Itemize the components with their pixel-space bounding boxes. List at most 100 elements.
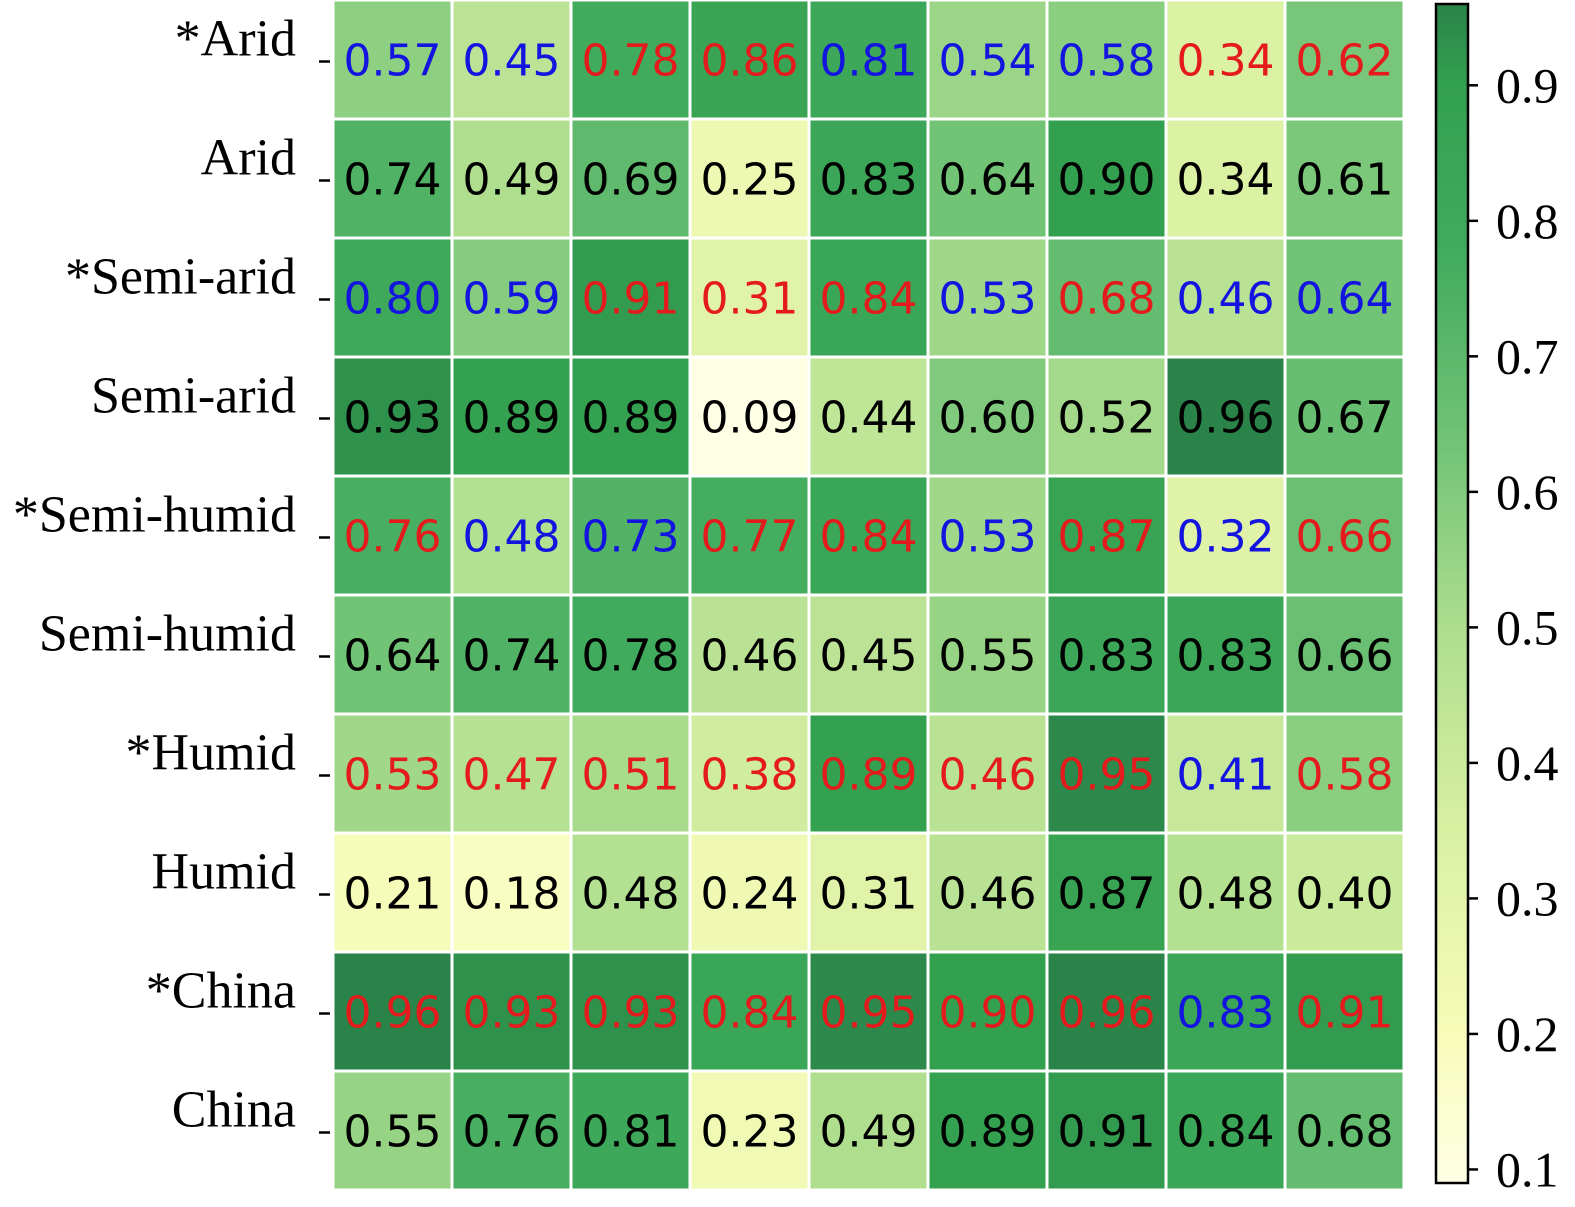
heatmap-cell (1283, 831, 1406, 954)
cell-value-label: 0.93 (463, 988, 561, 1039)
heatmap-cell (807, 474, 930, 597)
heatmap-cell (1283, 950, 1406, 1073)
heatmap-cell (926, 831, 1049, 954)
colorbar-tick-label: 0.6 (1496, 464, 1559, 520)
colorbar-tick-label: 0.7 (1496, 328, 1559, 384)
heatmap-cell (569, 236, 692, 359)
row-labels: *Arid Arid *Semi-arid Semi-arid *Semi-humid S… (13, 11, 330, 1139)
cell-value-label: 0.47 (463, 750, 561, 801)
cell-value-label: 0.40 (1296, 869, 1394, 920)
cell-value-label: 0.89 (939, 1107, 1037, 1158)
heatmap-cell (1283, 593, 1406, 716)
cell-value-label: 0.89 (820, 750, 918, 801)
heatmap-cell (331, 355, 454, 478)
heatmap-cell (807, 712, 930, 835)
heatmap-cell (569, 712, 692, 835)
cell-value-label: 0.91 (1296, 988, 1394, 1039)
heatmap-cell (807, 831, 930, 954)
row-label: *Humid (126, 725, 296, 782)
heatmap-cell (1283, 117, 1406, 240)
cell-value-label: 0.87 (1058, 512, 1156, 563)
cell-value-label: 0.80 (344, 274, 442, 325)
heatmap-cell (688, 712, 811, 835)
heatmap-cell (1283, 0, 1406, 121)
row-label: *Semi-arid (65, 249, 296, 306)
cell-value-label: 0.53 (939, 274, 1037, 325)
cell-value-label: 0.96 (344, 988, 442, 1039)
row-label: Semi-humid (39, 606, 296, 663)
heatmap-cell (926, 593, 1049, 716)
row-label: China (172, 1082, 296, 1139)
cell-value-label: 0.74 (344, 155, 442, 206)
row-label: Humid (152, 844, 296, 901)
heatmap-cell (1045, 474, 1168, 597)
cell-value-label: 0.46 (939, 750, 1037, 801)
heatmap-cell (688, 474, 811, 597)
row-label: *Arid (175, 11, 296, 68)
cell-value-label: 0.66 (1296, 631, 1394, 682)
cell-value-label: 0.23 (701, 1107, 799, 1158)
cell-value-label: 0.77 (701, 512, 799, 563)
cell-value-label: 0.48 (1177, 869, 1275, 920)
heatmap-cell (450, 1069, 573, 1192)
cell-value-label: 0.53 (939, 512, 1037, 563)
cell-value-label: 0.68 (1058, 274, 1156, 325)
heatmap-cell (926, 1069, 1049, 1192)
heatmap-cell (688, 355, 811, 478)
heatmap-cell (1045, 712, 1168, 835)
cell-value-label: 0.31 (820, 869, 918, 920)
cell-value-label: 0.58 (1058, 36, 1156, 87)
heatmap-cell (569, 0, 692, 121)
cell-value-label: 0.61 (1296, 155, 1394, 206)
heatmap-cell (331, 117, 454, 240)
cell-value-label: 0.89 (582, 393, 680, 444)
heatmap-cell (926, 950, 1049, 1073)
heatmap-cell (1045, 0, 1168, 121)
row-label: *China (146, 963, 296, 1020)
cell-value-label: 0.09 (701, 393, 799, 444)
colorbar-tick-label: 0.9 (1496, 57, 1559, 113)
cell-value-label: 0.84 (701, 988, 799, 1039)
cell-value-label: 0.64 (939, 155, 1037, 206)
cell-value-label: 0.83 (1058, 631, 1156, 682)
cell-value-label: 0.21 (344, 869, 442, 920)
cell-value-label: 0.90 (939, 988, 1037, 1039)
cell-value-label: 0.32 (1177, 512, 1275, 563)
cell-value-label: 0.95 (1058, 750, 1156, 801)
heatmap-cell (807, 355, 930, 478)
cell-value-label: 0.44 (820, 393, 918, 444)
cell-value-label: 0.91 (1058, 1107, 1156, 1158)
cell-value-label: 0.69 (582, 155, 680, 206)
cell-value-label: 0.86 (701, 36, 799, 87)
cell-value-label: 0.76 (344, 512, 442, 563)
cell-value-label: 0.81 (582, 1107, 680, 1158)
row-label: Arid (201, 130, 296, 187)
cell-value-label: 0.93 (582, 988, 680, 1039)
cell-value-label: 0.62 (1296, 36, 1394, 87)
cell-value-label: 0.60 (939, 393, 1037, 444)
cell-value-label: 0.49 (820, 1107, 918, 1158)
heatmap-cell (1045, 117, 1168, 240)
heatmap-cell (1283, 474, 1406, 597)
cell-value-label: 0.24 (701, 869, 799, 920)
cell-value-label: 0.66 (1296, 512, 1394, 563)
cell-value-label: 0.95 (820, 988, 918, 1039)
cell-value-label: 0.74 (463, 631, 561, 682)
heatmap-cell (331, 1069, 454, 1192)
cell-value-label: 0.83 (1177, 988, 1275, 1039)
heatmap-cell (1283, 236, 1406, 359)
cell-value-label: 0.83 (820, 155, 918, 206)
row-label: Semi-arid (91, 368, 296, 425)
heatmap-cell (926, 117, 1049, 240)
heatmap-cell (926, 0, 1049, 121)
cell-value-label: 0.64 (344, 631, 442, 682)
cell-value-label: 0.96 (1177, 393, 1275, 444)
cell-value-label: 0.78 (582, 36, 680, 87)
cell-value-label: 0.73 (582, 512, 680, 563)
cell-value-label: 0.31 (701, 274, 799, 325)
cell-value-label: 0.90 (1058, 155, 1156, 206)
cell-value-label: 0.41 (1177, 750, 1275, 801)
heatmap-cell (926, 474, 1049, 597)
cell-value-label: 0.57 (344, 36, 442, 87)
